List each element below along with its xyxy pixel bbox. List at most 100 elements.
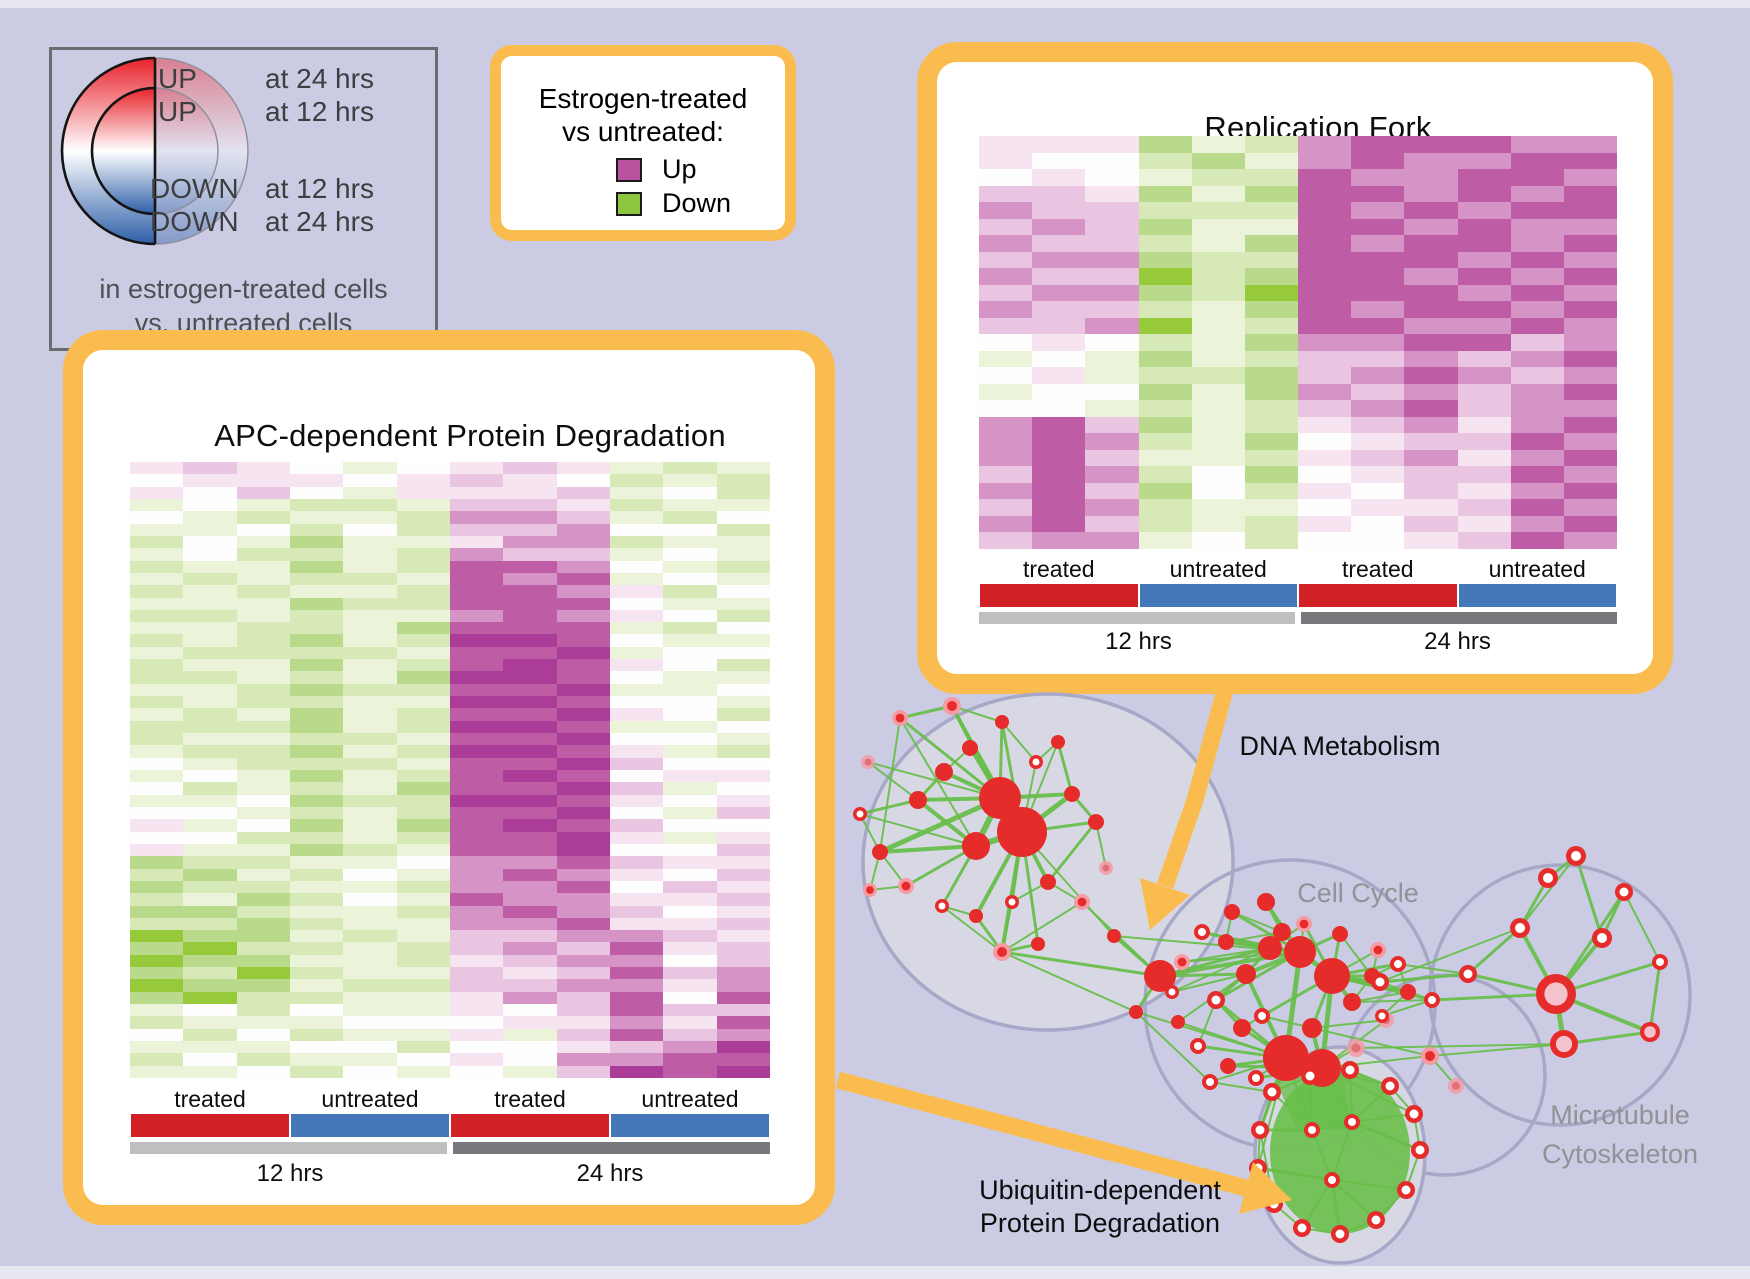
network-edge [1429, 1055, 1457, 1087]
heat-cell [663, 954, 717, 968]
heat-cell [716, 511, 770, 524]
heat-cell [343, 462, 397, 475]
heat-cell [289, 683, 344, 697]
network-edge [1020, 820, 1098, 834]
heat-cell [503, 634, 557, 647]
heat-cell [1351, 185, 1405, 203]
heat-cell [1138, 433, 1192, 450]
heat-cell [716, 671, 770, 684]
network-node-s [1263, 1035, 1309, 1081]
heat-cell [236, 462, 290, 475]
heat-cell [1298, 416, 1352, 434]
heat-cell [1404, 301, 1458, 318]
network-edge [1244, 950, 1302, 976]
heat-cell [716, 1065, 770, 1078]
heat-cell [1563, 301, 1617, 318]
network-edge [1046, 820, 1098, 884]
heat-cell [716, 942, 770, 955]
heat-cell [449, 659, 504, 672]
network-edge [1562, 1030, 1652, 1046]
heat-cell [663, 893, 717, 906]
heat-cell [236, 696, 290, 709]
heat-cell [343, 572, 397, 586]
network-edge [1259, 1129, 1275, 1205]
heat-cell [449, 1016, 504, 1029]
heat-cell [1298, 367, 1352, 384]
cluster-dna-metabolism [861, 692, 1235, 1032]
heat-cell [609, 560, 664, 573]
heat-cell [556, 597, 610, 610]
network-edge [1623, 891, 1661, 963]
heat-cell [716, 634, 770, 647]
heat-cell [1244, 218, 1298, 236]
network-edge [1283, 949, 1303, 1061]
condition-bar-untreated [1139, 584, 1297, 607]
heat-cell [503, 622, 557, 635]
time-bar-12hrs [130, 1142, 447, 1154]
heat-cell [503, 745, 557, 758]
network-node-s [969, 909, 983, 923]
heat-cell [343, 905, 397, 918]
heat-cell [1085, 334, 1139, 351]
heat-cell [663, 819, 717, 832]
heat-cell [716, 708, 770, 721]
heat-cell [556, 893, 610, 906]
heat-cell [503, 646, 557, 660]
network-edge [1349, 1069, 1353, 1123]
heat-cell [343, 769, 397, 783]
heat-cell [1032, 367, 1086, 384]
heat-cell [1191, 235, 1245, 252]
heat-cell [130, 880, 184, 894]
heat-cell [449, 597, 504, 610]
heat-cell [556, 1004, 610, 1017]
heat-cell [1298, 152, 1352, 170]
heat-cell [130, 622, 184, 635]
legend-up-outer-label: UP [158, 63, 197, 94]
heat-cell [1351, 400, 1405, 417]
heat-cell [503, 486, 557, 499]
heat-cell [449, 498, 504, 512]
heat-cell [1457, 185, 1511, 203]
network-edge [1310, 1026, 1324, 1070]
heat-cell [1244, 202, 1298, 219]
heat-cell [396, 917, 450, 931]
heat-cell [236, 1041, 290, 1054]
heat-cell [1244, 251, 1298, 269]
heat-cell [663, 769, 717, 783]
heat-cell [503, 942, 557, 955]
heat-cell [979, 367, 1033, 384]
heat-cell [449, 646, 504, 660]
network-node-s [1364, 968, 1380, 984]
heat-cell [236, 880, 290, 894]
heat-cell [449, 671, 504, 684]
network-node-s [1051, 735, 1065, 749]
heat-cell [503, 782, 557, 795]
heat-cell [1351, 433, 1405, 450]
legend-at24-outer-label: at 24 hrs [265, 63, 374, 94]
heat-cell [343, 720, 397, 734]
heat-cell [556, 1016, 610, 1029]
heat-cell [556, 1065, 610, 1078]
heat-cell [236, 622, 290, 635]
heat-cell [1351, 218, 1405, 236]
network-edge [1255, 1057, 1287, 1079]
heat-cell [343, 930, 397, 943]
heat-cell [1191, 515, 1245, 533]
heat-cell [1085, 482, 1139, 500]
heat-cell [1138, 202, 1192, 219]
network-edge [1226, 1064, 1324, 1070]
heat-cell [1457, 499, 1511, 516]
heat-cell [183, 683, 237, 697]
network-node-r [1296, 916, 1312, 932]
condition-bar-untreated [291, 1114, 449, 1137]
heat-cell [663, 486, 717, 499]
heat-cell [183, 646, 237, 660]
heat-cell [503, 930, 557, 943]
network-edge [1020, 830, 1040, 946]
heat-cell [1032, 202, 1086, 219]
network-edge [1240, 1026, 1288, 1060]
network-edge [1135, 1011, 1211, 1083]
heat-cell [449, 880, 504, 894]
heat-cell [1085, 284, 1139, 302]
heat-cell [1191, 251, 1245, 269]
